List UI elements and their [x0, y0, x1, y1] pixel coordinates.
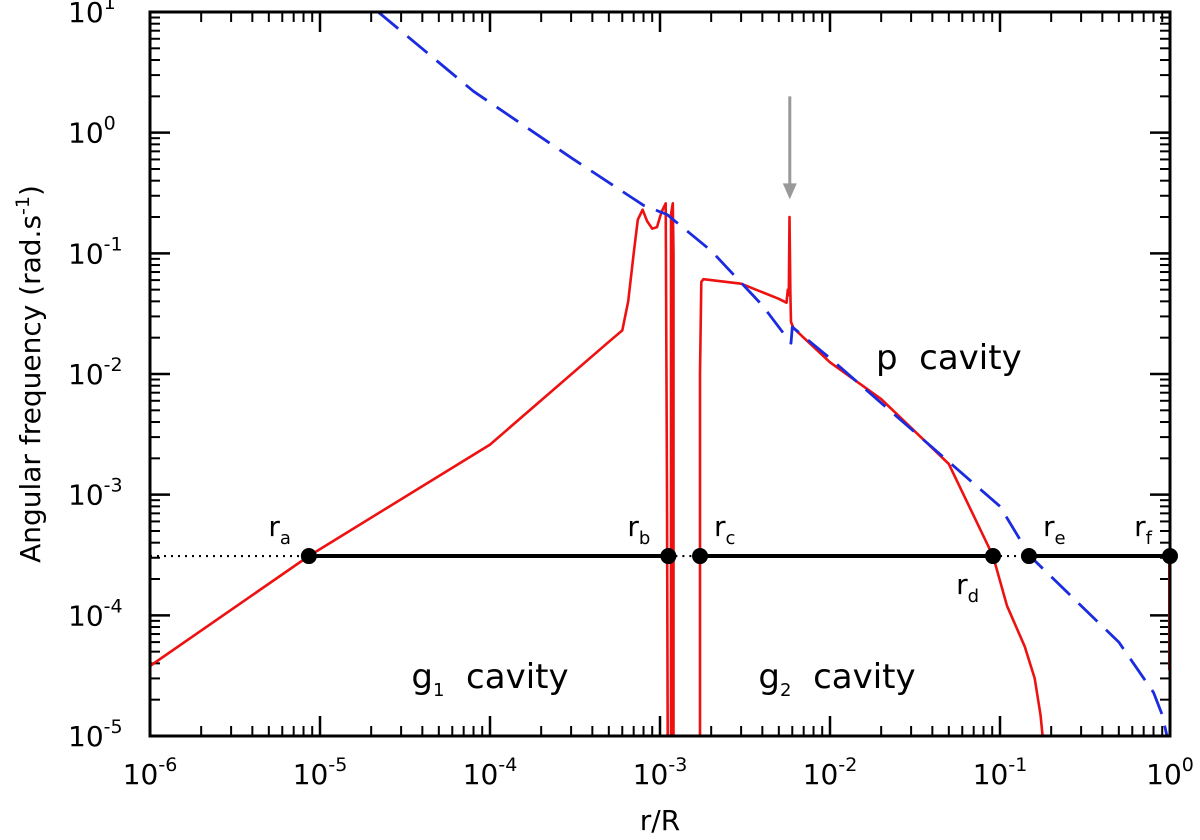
y-axis-title-exp: -1 [12, 196, 34, 215]
turning-point-marker [692, 548, 709, 565]
buoyancy-frequency-line [698, 215, 1044, 736]
y-tick-label: 10-5 [68, 716, 123, 753]
y-tick-label: 101 [68, 0, 116, 29]
cavity-label: g2 cavity [758, 657, 915, 701]
x-tick-label: 10-3 [633, 754, 688, 791]
turning-point-label: rb [627, 510, 650, 549]
y-axis-title: Angular frequency (rad.s-1) [12, 185, 47, 563]
buoyancy-frequency-line [669, 202, 675, 736]
turning-point-marker [300, 548, 317, 565]
tick-labels: 10-6 10-5 10-4 10-3 10-2 10-1 10010-510-410-31… [68, 0, 1194, 791]
x-tick-label: 10-5 [293, 754, 348, 791]
y-tick-label: 10-4 [68, 595, 123, 632]
y-tick-label: 10-2 [68, 354, 123, 391]
x-tick-label: 10-6 [123, 754, 178, 791]
turning-point-label: ra [268, 510, 291, 549]
annotation-layer: ra rb rc rd re rf p cavity g1 cavity g2 cavity [268, 96, 1153, 701]
x-tick-label: 10-2 [803, 754, 858, 791]
y-tick-label: 10-1 [68, 233, 123, 270]
y-tick-label: 100 [68, 113, 116, 150]
cavity-label: g1 cavity [411, 657, 568, 701]
cavity-label: p cavity [876, 338, 1022, 378]
y-axis-title-close: ) [14, 185, 47, 196]
turning-point-label: rc [714, 510, 735, 549]
turning-point-label: rd [956, 568, 979, 607]
turning-point-marker [985, 548, 1002, 565]
plot-frame [148, 10, 1172, 738]
y-axis-title-main: Angular frequency (rad.s [14, 215, 47, 563]
x-tick-label: 10-1 [973, 754, 1028, 791]
buoyancy-frequency-line [150, 202, 670, 736]
minor-ticks [150, 12, 1170, 736]
arrow-head [782, 183, 797, 200]
turning-point-marker [1020, 548, 1037, 565]
turning-point-label: rf [1134, 510, 1153, 549]
lamb-frequency-line [377, 12, 1169, 736]
x-axis-title: r/R [640, 804, 680, 837]
x-tick-label: 10-4 [463, 754, 518, 791]
y-tick-label: 10-3 [68, 475, 123, 512]
turning-point-marker [660, 548, 677, 565]
mode-frequency-layer [150, 548, 1178, 565]
turning-point-label: re [1043, 510, 1066, 549]
x-tick-label: 100 [1146, 754, 1194, 791]
